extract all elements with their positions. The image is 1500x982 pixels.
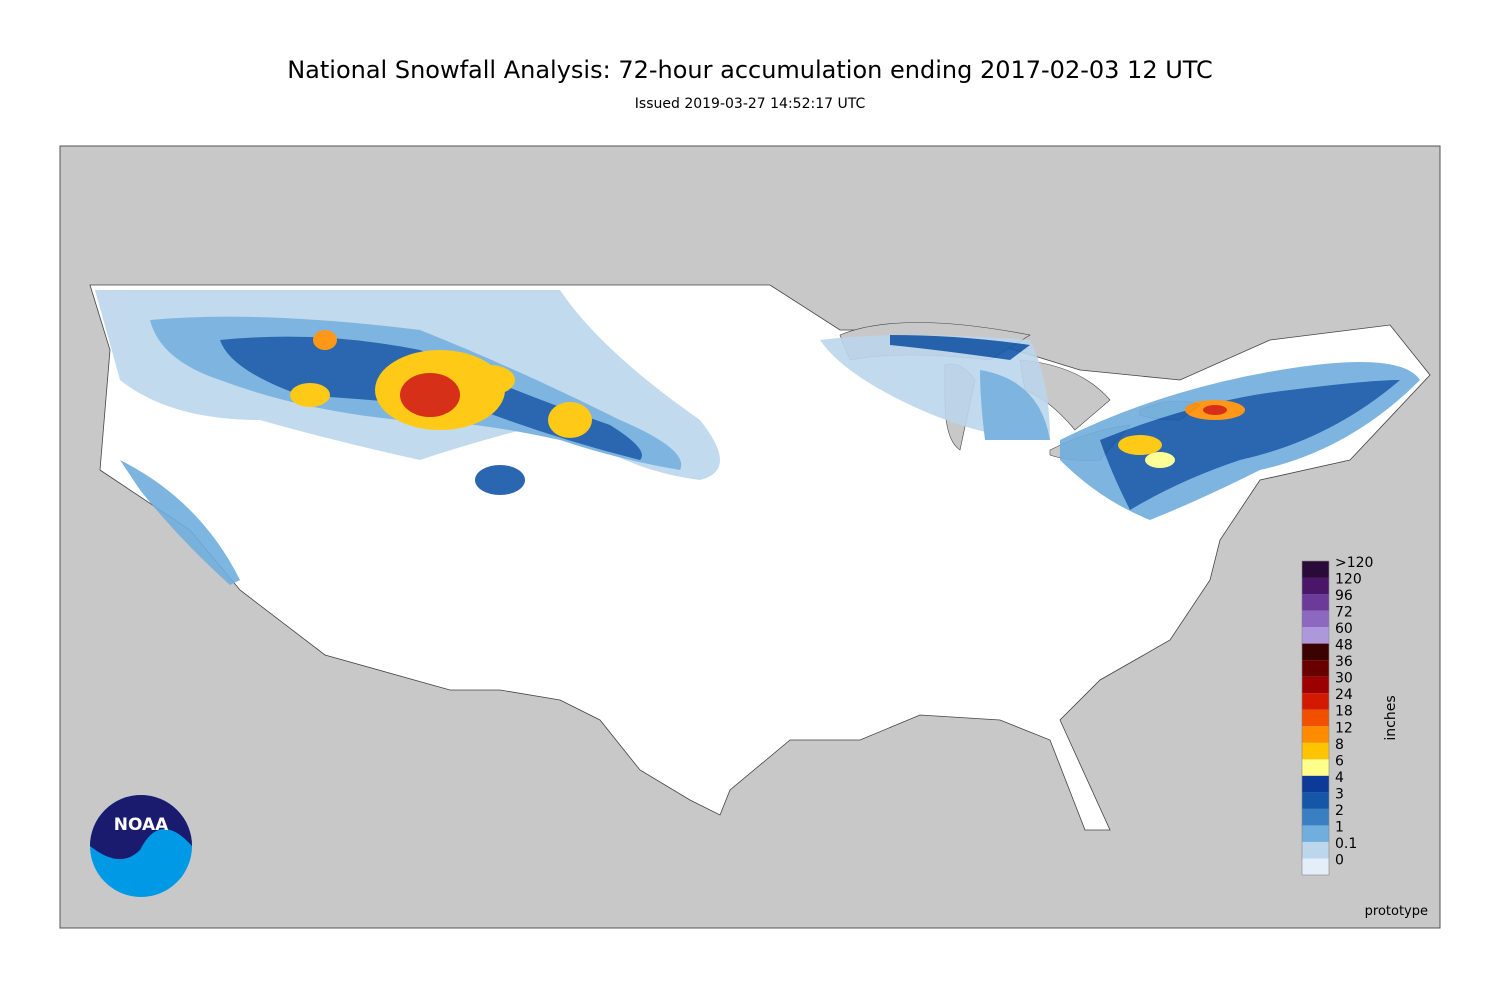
legend-swatch — [1302, 742, 1329, 760]
legend-swatch — [1302, 676, 1329, 694]
legend-swatch — [1302, 726, 1329, 743]
legend-swatch — [1302, 627, 1329, 644]
subtitle: Issued 2019-03-27 14:52:17 UTC — [635, 96, 866, 112]
legend-label: 30 — [1335, 671, 1353, 687]
legend-label: 6 — [1335, 753, 1344, 769]
legend-swatch — [1302, 594, 1329, 611]
legend-swatch — [1302, 709, 1329, 727]
legend-swatch — [1302, 610, 1329, 628]
legend-label: 2 — [1335, 803, 1344, 819]
legend-label: 3 — [1335, 786, 1344, 802]
map: NOAA prototype — [59, 145, 1441, 929]
legend-label: 0.1 — [1335, 836, 1357, 852]
legend: inches >1201209672604836302418128643210.… — [1301, 555, 1399, 876]
legend-label: 36 — [1335, 654, 1353, 670]
legend-label: 8 — [1335, 737, 1344, 753]
legend-label: 72 — [1335, 605, 1353, 621]
legend-swatch — [1302, 577, 1329, 595]
legend-unit: inches — [1383, 695, 1399, 740]
legend-label: 12 — [1335, 720, 1353, 736]
legend-frame — [1301, 560, 1330, 876]
legend-swatch — [1302, 841, 1329, 859]
legend-swatch — [1302, 808, 1329, 826]
legend-label: >120 — [1335, 555, 1373, 571]
legend-label: 120 — [1335, 572, 1362, 588]
watermark: prototype — [1365, 904, 1428, 919]
legend-label: 1 — [1335, 819, 1344, 835]
legend-label: 18 — [1335, 704, 1353, 720]
noaa-logo: NOAA — [90, 795, 192, 897]
legend-label: 4 — [1335, 770, 1344, 786]
legend-swatch — [1302, 858, 1329, 875]
legend-label: 48 — [1335, 638, 1353, 654]
title: National Snowfall Analysis: 72-hour accu… — [287, 56, 1213, 84]
legend-label: 96 — [1335, 588, 1353, 604]
legend-swatch — [1302, 775, 1329, 793]
legend-label: 0 — [1335, 852, 1344, 868]
logo-text: NOAA — [114, 815, 169, 835]
legend-swatch — [1302, 792, 1329, 809]
legend-label: 60 — [1335, 621, 1353, 637]
legend-swatch — [1302, 561, 1329, 578]
legend-swatch — [1302, 759, 1329, 776]
legend-swatch — [1302, 660, 1329, 677]
legend-swatch — [1302, 643, 1329, 661]
snowfall — [95, 290, 1420, 585]
legend-label: 24 — [1335, 687, 1353, 703]
legend-swatch — [1302, 825, 1329, 842]
legend-swatch — [1302, 693, 1329, 710]
